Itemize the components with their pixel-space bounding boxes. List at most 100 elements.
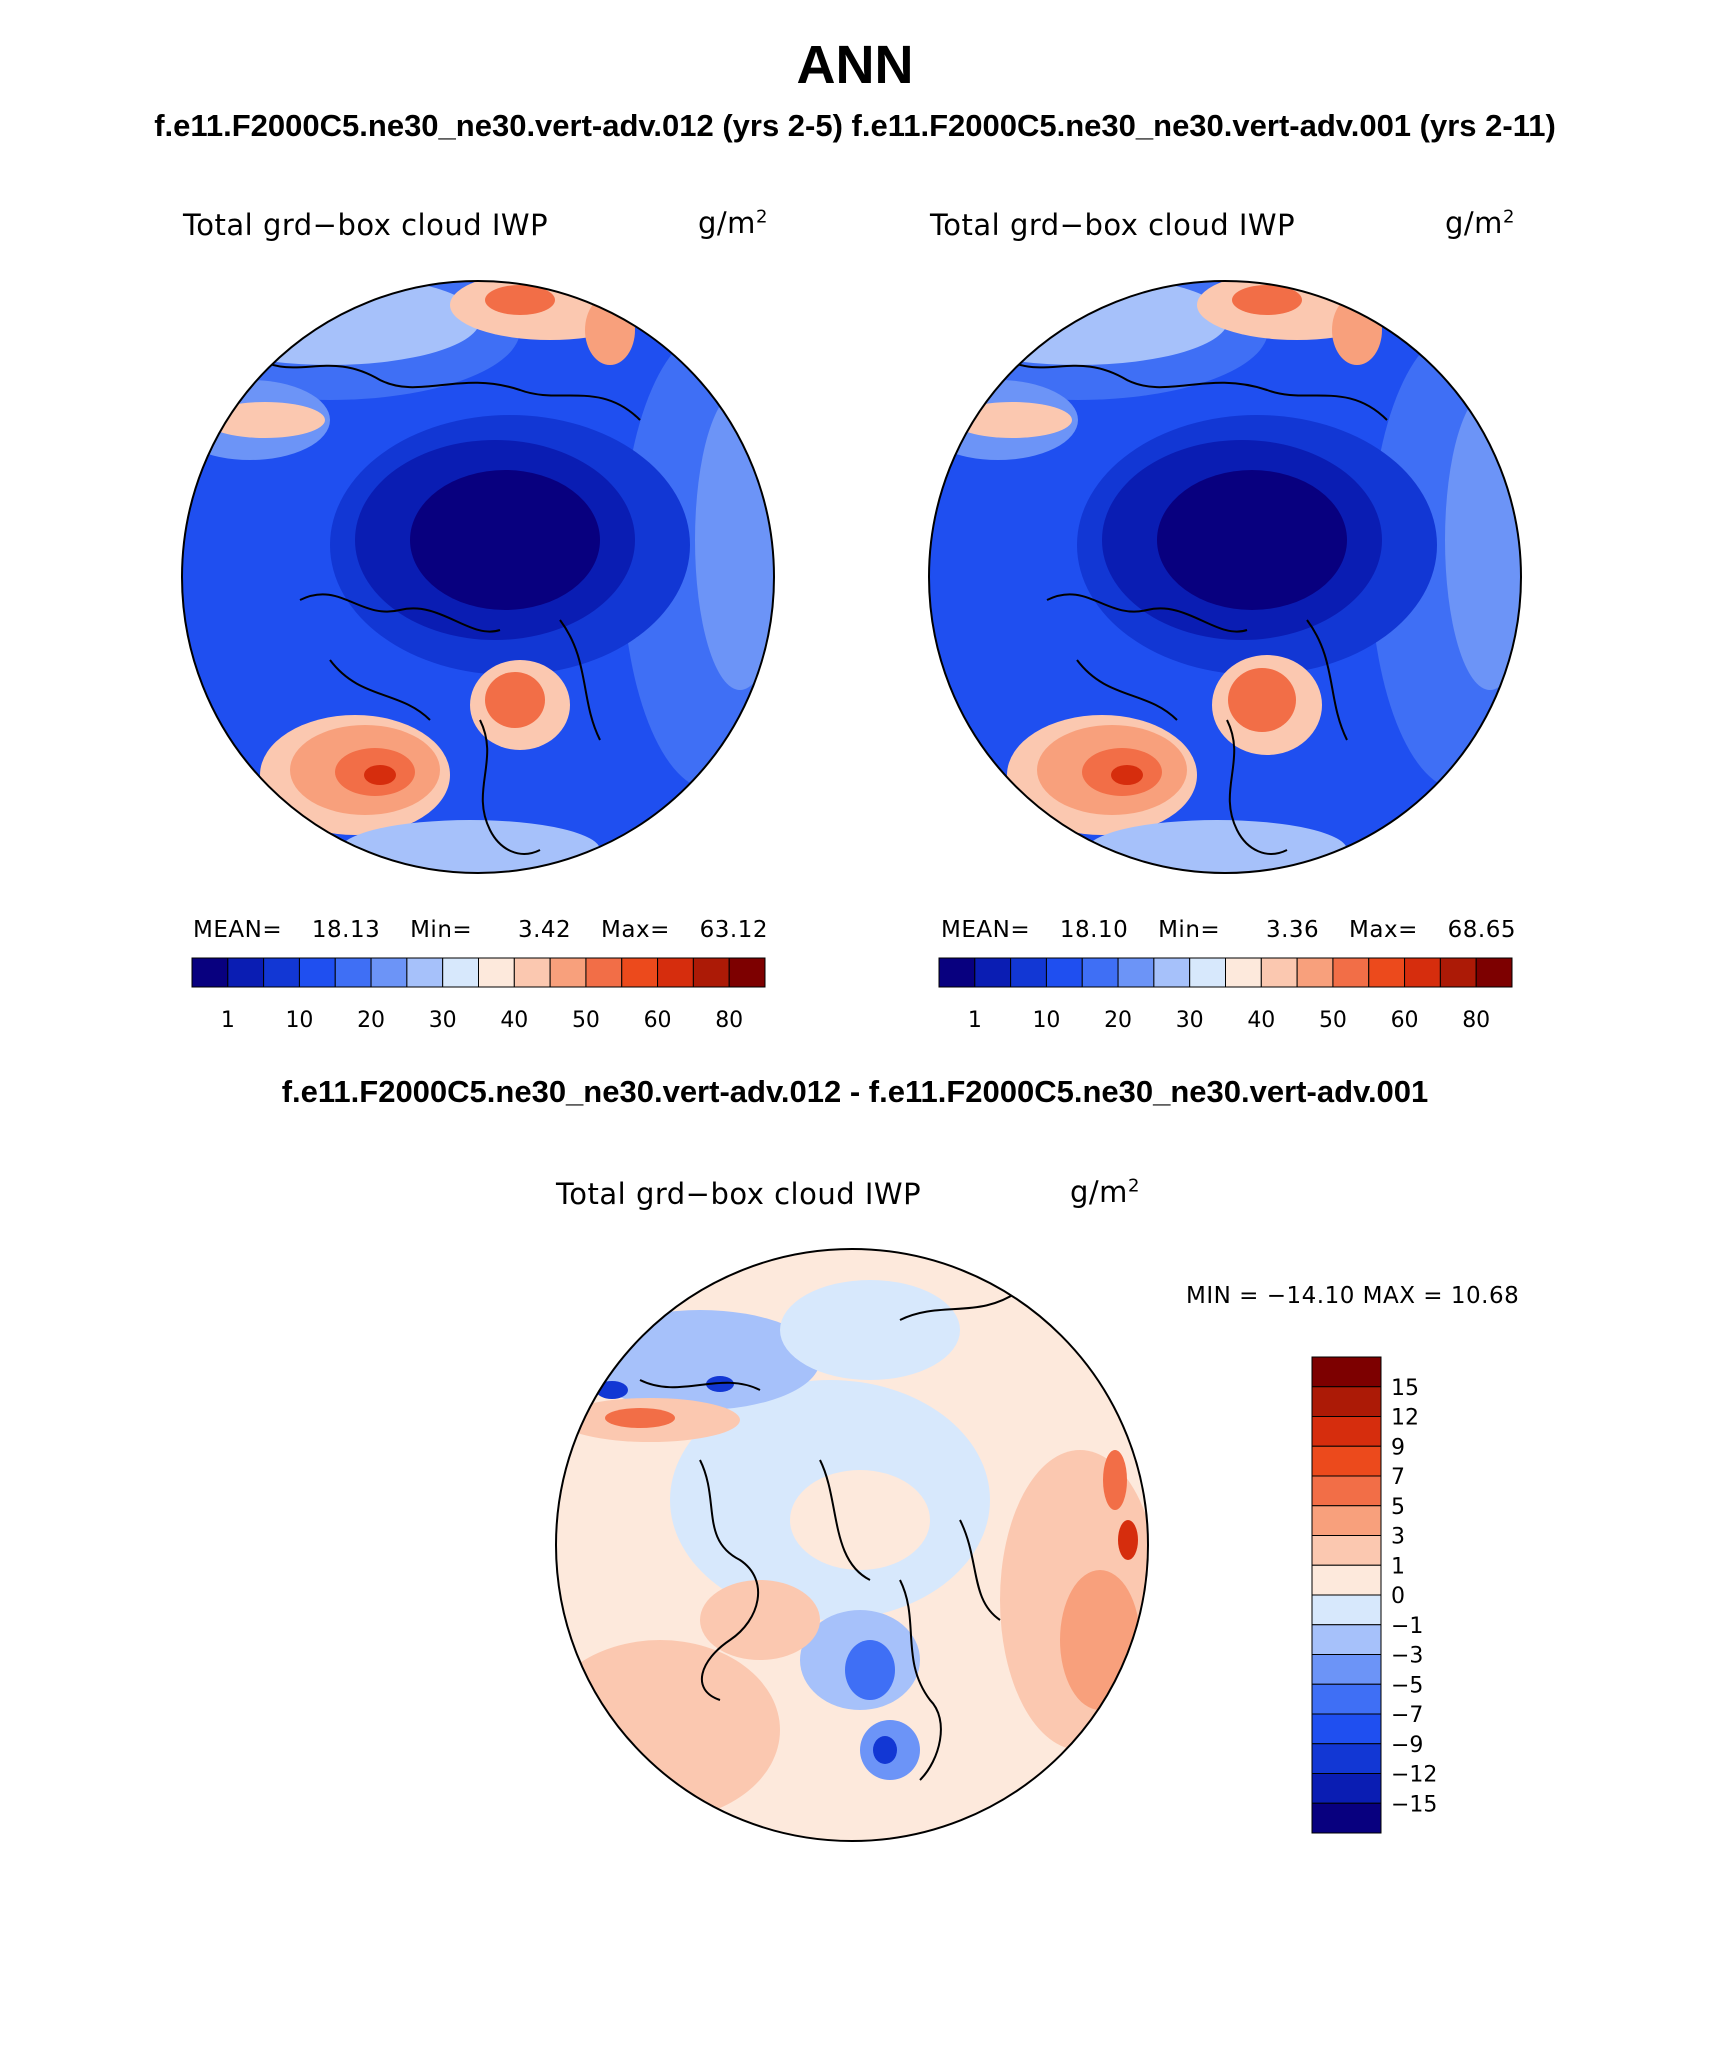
colorbar-difference-swatch [1311,1475,1382,1507]
panel1-mean-value: 18.13 [311,917,381,943]
colorbar-difference-swatch [1311,1773,1382,1804]
colorbar-panel2-tick-label: 30 [1176,1008,1204,1033]
colorbar-difference-tick-label: −15 [1391,1792,1437,1817]
difference-title: f.e11.F2000C5.ne30_ne30.vert-adv.012 - f… [281,1074,1429,1109]
colorbar-panel2-swatch [1117,957,1155,988]
colorbar-difference-tick-label: −5 [1391,1673,1423,1698]
map-field [1111,765,1143,785]
colorbar-panel1-swatch [657,957,694,988]
panel2-min-value: 3.36 [1265,917,1320,943]
panel1-map [181,280,775,874]
panel2-variable: Total grd−box cloud IWP [930,208,1296,242]
colorbar-difference-swatch [1311,1386,1382,1417]
panel1-stats: MEAN= 18.13 Min= 3.42 Max= 63.12 [193,917,768,943]
colorbar-panel2-tick-label: 80 [1462,1008,1490,1033]
colorbar-difference-swatch [1311,1802,1382,1834]
colorbar-panel1-tick-label: 80 [715,1008,743,1033]
colorbar-difference-swatch [1311,1713,1382,1745]
colorbar-panel1-swatch [227,957,265,988]
colorbar-panel2-swatch [1296,957,1334,988]
colorbar-panel1-tick-label: 10 [285,1008,313,1033]
colorbar-panel2-swatch [1010,957,1047,988]
colorbar-panel1-swatch [513,957,551,988]
colorbar-panel1-tick-label: 60 [644,1008,672,1033]
colorbar-panel1-tick-label: 30 [429,1008,457,1033]
panel2-units: g/m2 [1445,206,1515,240]
panel2-min-label: Min= [1158,917,1221,943]
panel1-units-exp: 2 [755,206,768,228]
map-field [1228,668,1296,732]
panel1-max-value: 63.12 [699,917,769,943]
map-field [790,1470,930,1570]
colorbar-panel2-swatch [1332,957,1370,988]
colorbar-panel1-tick-label: 50 [572,1008,600,1033]
colorbar-difference-swatch [1311,1505,1382,1536]
map-field [605,1408,675,1428]
colorbar-difference-tick-label: 1 [1391,1554,1405,1579]
figure-title: ANN [796,35,914,95]
colorbar-difference-swatch [1311,1535,1382,1566]
colorbar-panel1-tick-label: 20 [357,1008,385,1033]
map-field [1232,285,1302,315]
colorbar-difference-swatch [1311,1356,1382,1388]
colorbar-panel2-swatch [1045,957,1083,988]
colorbar-panel1-tick-label: 40 [500,1008,528,1033]
colorbar-panel2-tick-label: 40 [1247,1008,1275,1033]
colorbar-panel2-swatch [1439,957,1477,988]
panel3-variable: Total grd−box cloud IWP [556,1177,922,1211]
colorbar-panel1-swatch [334,957,372,988]
colorbar-difference-swatch [1311,1624,1382,1655]
colorbar-difference-tick-label: −12 [1391,1763,1437,1788]
panel3-units: g/m2 [1070,1175,1140,1209]
panel3-units-exp: 2 [1127,1175,1140,1197]
colorbar-panel2-swatch [1260,957,1298,988]
panel1-mean-label: MEAN= [193,917,283,943]
panel2-stats: MEAN= 18.10 Min= 3.36 Max= 68.65 [941,917,1516,943]
colorbar-panel1-swatch [191,957,229,988]
colorbar-panel2-swatch [1404,957,1441,988]
map-field [410,470,600,610]
colorbar-panel2-swatch [1153,957,1191,988]
colorbar-difference-swatch [1311,1594,1382,1626]
panel1-units-base: g/m [698,206,756,240]
panel1-min-value: 3.42 [517,917,572,943]
map-field [556,1640,780,1820]
panel2-mean-value: 18.10 [1059,917,1129,943]
colorbar-difference-tick-label: −1 [1391,1614,1423,1639]
panel1-units: g/m2 [698,206,768,240]
map-field [780,1280,960,1380]
map-field [1332,295,1382,365]
coastline [259,359,641,855]
colorbar-panel1-swatch [621,957,659,988]
colorbar-difference-swatch [1311,1654,1382,1685]
colorbar-panel2-swatch [938,957,976,988]
colorbar-panel1-swatch [585,957,623,988]
panel3-units-base: g/m [1070,1175,1128,1209]
colorbar-panel2-swatch [1189,957,1226,988]
map-field [596,1381,628,1399]
colorbar-panel1-swatch [549,957,587,988]
map-field [1060,1570,1140,1710]
map-field [873,1736,897,1764]
colorbar-difference-tick-label: 5 [1391,1495,1405,1520]
colorbar-difference-swatch [1311,1564,1382,1596]
colorbar-difference-tick-label: 0 [1391,1584,1405,1609]
panel2-units-base: g/m [1445,206,1503,240]
colorbar-difference-tick-label: 7 [1391,1465,1405,1490]
coastline [1006,359,1388,855]
panel2-units-exp: 2 [1502,206,1515,228]
map-field [1157,470,1347,610]
colorbar-panel2-tick-label: 50 [1319,1008,1347,1033]
colorbar-panel1-swatch [442,957,479,988]
panel1-min-label: Min= [410,917,473,943]
colorbar-difference-swatch [1311,1416,1382,1447]
colorbar-panel2-tick-label: 20 [1104,1008,1132,1033]
map-field [205,402,325,438]
map-field [1445,390,1521,690]
colorbar-panel2-swatch [974,957,1012,988]
colorbar-panel1-swatch [298,957,336,988]
colorbar-panel2-tick-label: 1 [968,1008,982,1033]
colorbar-panel1-swatch [478,957,515,988]
map-field [364,765,396,785]
